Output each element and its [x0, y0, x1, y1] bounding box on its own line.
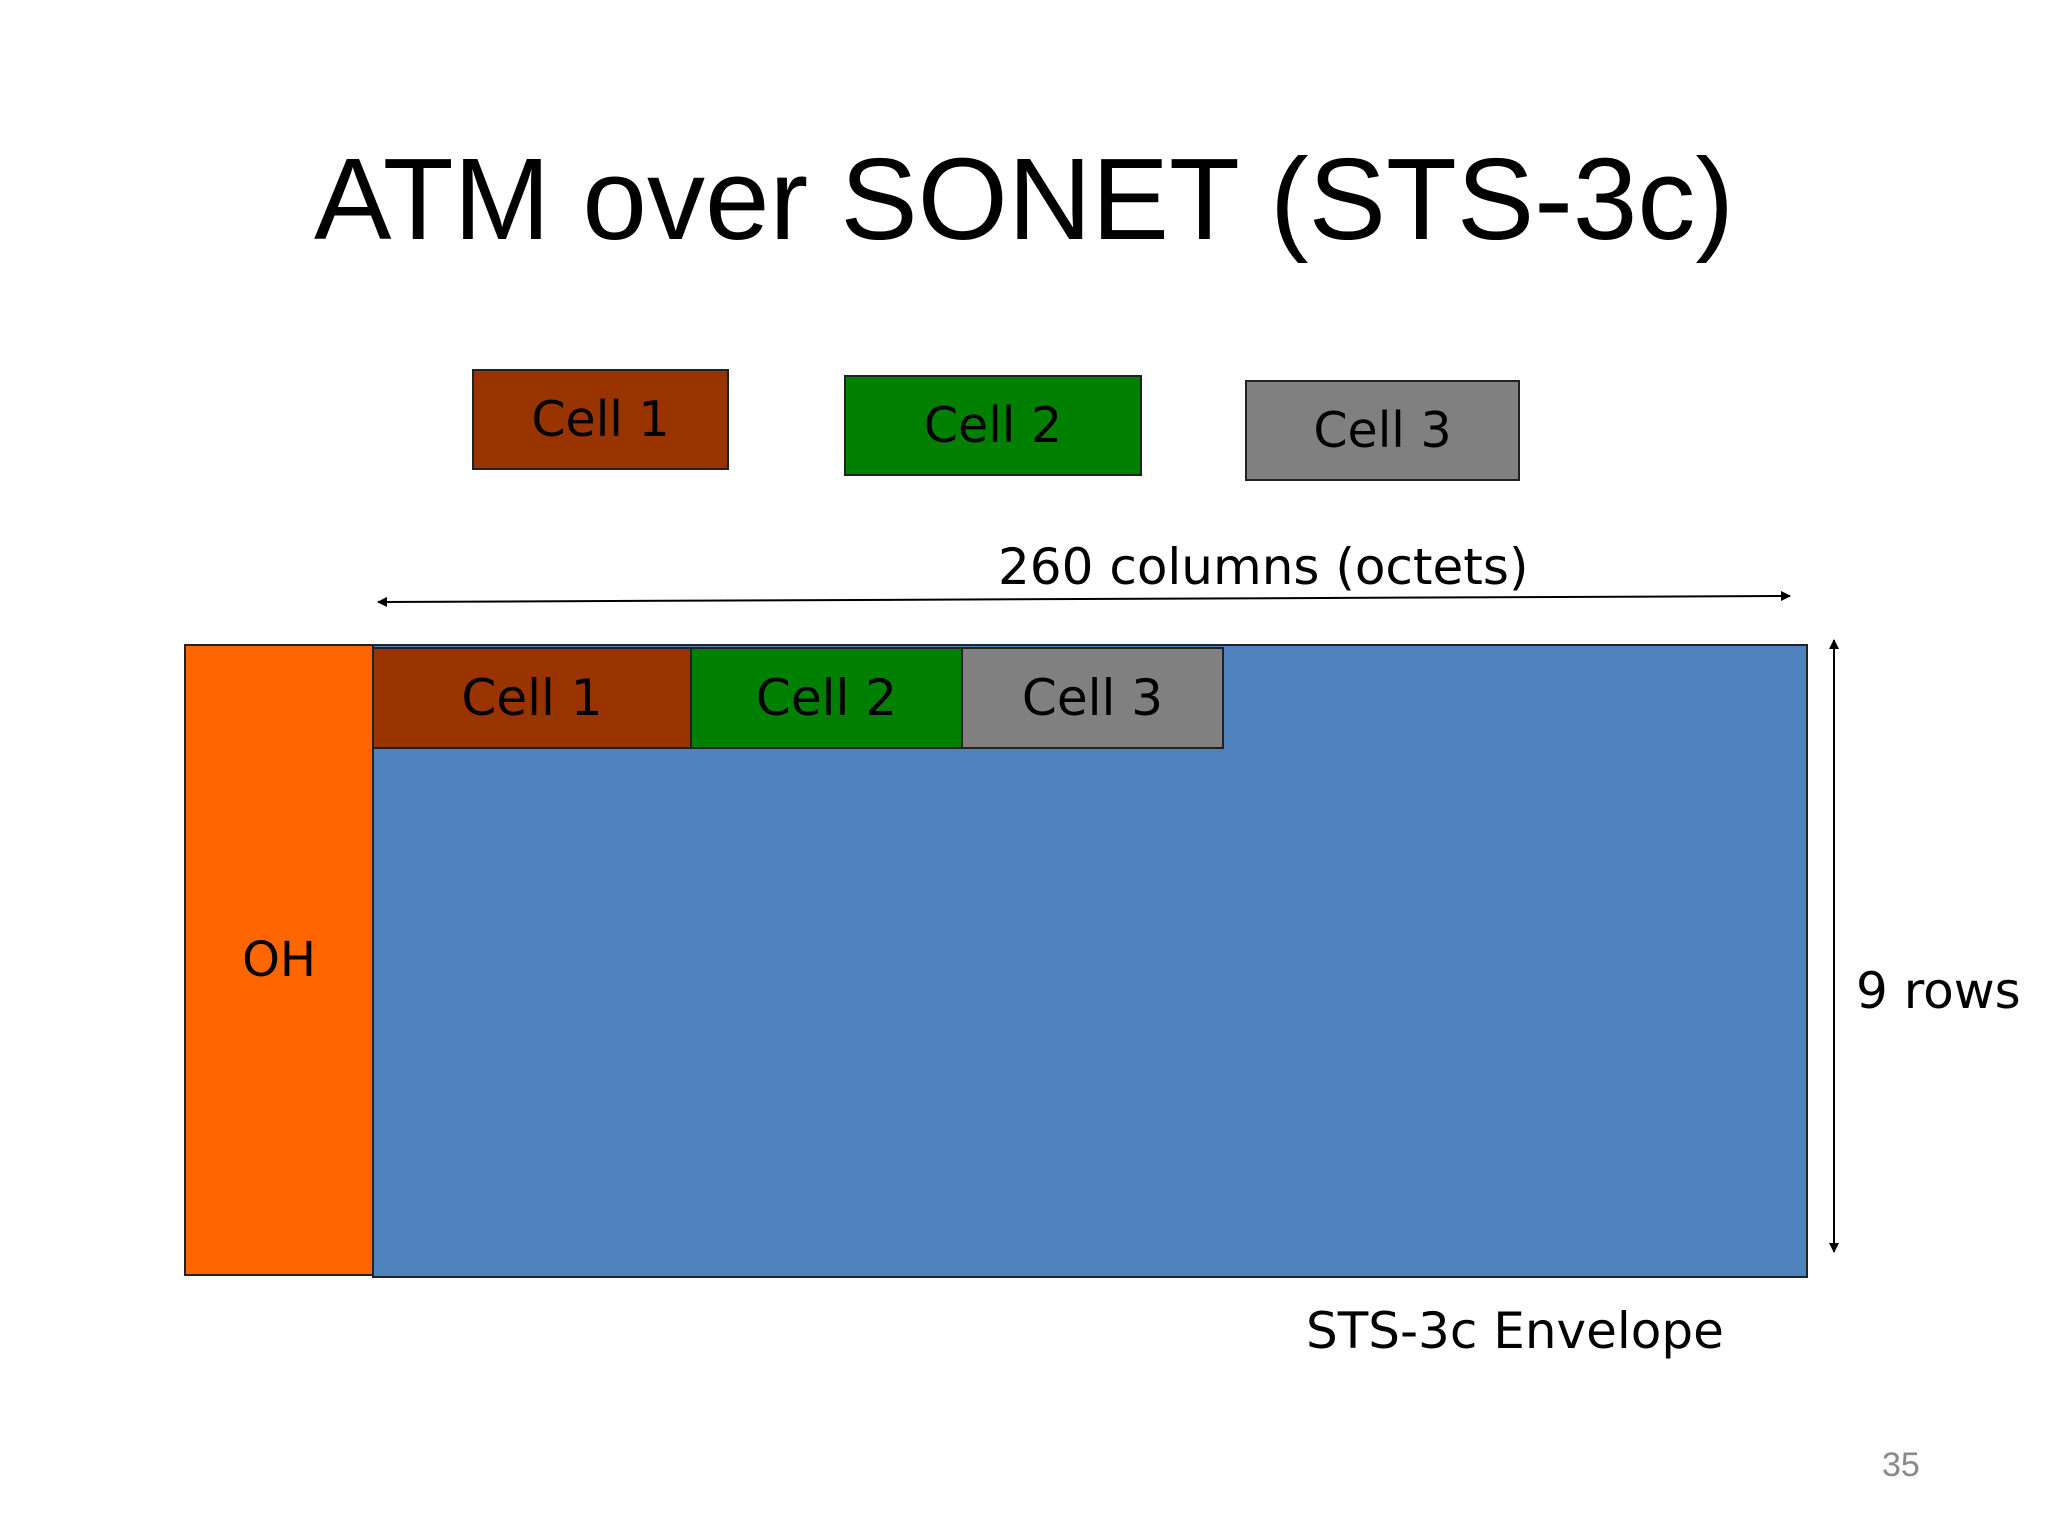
top-cell-2: Cell 2 — [844, 375, 1142, 476]
envelope-label: STS-3c Envelope — [1306, 1302, 1724, 1360]
top-cell-3: Cell 3 — [1245, 380, 1520, 481]
frame-cell-1: Cell 1 — [372, 647, 692, 749]
page-number: 35 — [1882, 1446, 1920, 1484]
columns-label: 260 columns (octets) — [998, 538, 1529, 596]
frame-cell-3-label: Cell 3 — [1021, 669, 1164, 727]
columns-arrow — [377, 591, 1791, 607]
overhead-block: OH — [184, 644, 374, 1276]
rows-label: 9 rows — [1856, 962, 2021, 1020]
top-cell-1: Cell 1 — [472, 369, 729, 470]
overhead-label: OH — [242, 932, 316, 988]
payload-envelope — [372, 644, 1808, 1278]
slide-title: ATM over SONET (STS-3c) — [313, 134, 1735, 264]
frame-cell-1-label: Cell 1 — [461, 669, 603, 727]
frame-cell-2-label: Cell 2 — [755, 669, 898, 727]
frame-cell-3: Cell 3 — [961, 647, 1224, 749]
top-cell-2-label: Cell 2 — [923, 397, 1063, 454]
top-cell-3-label: Cell 3 — [1313, 402, 1452, 459]
top-cell-1-label: Cell 1 — [531, 391, 670, 448]
